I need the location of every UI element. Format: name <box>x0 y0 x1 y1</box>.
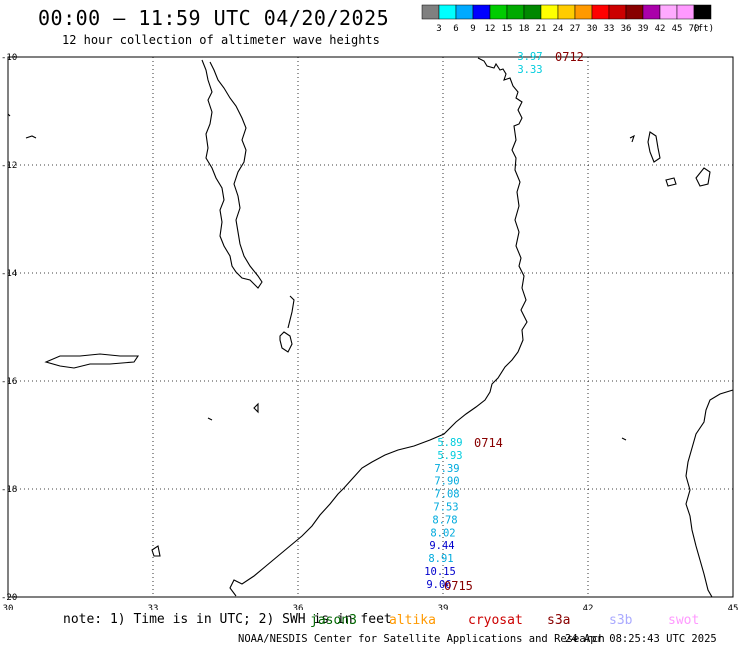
colorbar-tick-label: 9 <box>470 24 475 34</box>
wave-height-value: 3.97 <box>517 51 542 63</box>
wave-height-value: 8.91 <box>428 553 453 565</box>
lat-tick-label: -20 <box>1 593 17 603</box>
colorbar-tick-label: 12 <box>485 24 496 34</box>
track-time-label: 0715 <box>444 579 473 593</box>
lon-tick-label: 36 <box>293 604 304 610</box>
colorbar-tick-label: 18 <box>519 24 530 34</box>
lat-tick-label: -18 <box>1 485 17 495</box>
colorbar-tick-label: 21 <box>536 24 547 34</box>
lon-tick-label: 39 <box>438 604 449 610</box>
wave-height-value: 9.44 <box>429 540 454 552</box>
lon-tick-label: 33 <box>148 604 159 610</box>
lake-bangweulu <box>44 353 140 369</box>
coastlines <box>7 57 734 598</box>
lon-tick-label: 42 <box>583 604 594 610</box>
colorbar-tick-label: 70 <box>689 24 700 34</box>
wave-height-value: 8.02 <box>430 527 455 539</box>
map-frame <box>7 56 734 598</box>
track-time-label: 0714 <box>474 436 503 450</box>
satellite-legend-item: altika <box>389 613 436 628</box>
footer-credit: NOAA/NESDIS Center for Satellite Applica… <box>238 633 605 645</box>
wave-height-value: 7.39 <box>434 463 459 475</box>
small-lake-west <box>7 113 37 139</box>
comoros-mayotte <box>629 134 635 143</box>
lat-tick-label: -16 <box>1 377 17 387</box>
satellite-legend-item: cryosat <box>468 613 523 628</box>
satellite-legend-item: s3b <box>609 613 633 628</box>
colorbar-tick-label: 3 <box>436 24 441 34</box>
small-island-channel <box>621 437 627 441</box>
wave-height-value: 7.08 <box>434 489 459 501</box>
colorbar-swatch <box>693 4 712 20</box>
wave-height-map: 3.973.33 0712 5.895.937.397.907.087.538.78… <box>1 50 738 610</box>
comoros-grande <box>647 131 661 163</box>
map-subtitle: 12 hour collection of altimeter wave hei… <box>62 33 380 47</box>
lon-tick-label: 45 <box>728 604 739 610</box>
wave-height-value: 5.89 <box>437 437 462 449</box>
wave-height-value: 5.93 <box>437 450 462 462</box>
axis-labels: 30 33 36 39 42 45 -10 -12 -14 -16 -18 -20 <box>1 53 738 610</box>
footer-note: note: 1) Time is in UTC; 2) SWH is in fe… <box>63 612 392 627</box>
map-title: 00:00 – 11:59 UTC 04/20/2025 <box>38 6 390 30</box>
comoros-moheli <box>665 177 677 187</box>
colorbar-unit: (ft) <box>692 24 714 34</box>
wave-height-value: 9.06 <box>426 579 451 591</box>
satellite-legend-item: s3a <box>547 613 570 628</box>
colorbar-tick-label: 45 <box>672 24 683 34</box>
wave-height-value: 7.53 <box>433 502 458 514</box>
colorbar-tick-label: 30 <box>587 24 598 34</box>
satellite-legend-item: swot <box>668 613 699 628</box>
colorbar-tick-label: 24 <box>553 24 564 34</box>
note-text: note: 1) Time is in UTC; 2) SWH is in fe… <box>63 612 392 627</box>
lat-tick-label: -10 <box>1 53 17 63</box>
satellite-legend-item: jason3 <box>310 613 357 628</box>
colorbar-tick-label: 33 <box>604 24 615 34</box>
comoros-anjouan <box>695 167 711 187</box>
footer-timestamp: 24 Apr 08:25:43 UTC 2025 <box>565 633 717 645</box>
wave-height-value: 7.90 <box>434 476 459 488</box>
track-time-label: 0712 <box>555 50 584 64</box>
colorbar-tick-label: 39 <box>638 24 649 34</box>
lat-tick-label: -14 <box>1 269 17 279</box>
colorbar-legend: 3 6 9 12 15 18 21 24 27 30 33 36 39 42 45 70(ft) <box>421 4 714 34</box>
lake-malawi <box>201 59 263 289</box>
lon-tick-label: 30 <box>3 604 14 610</box>
wave-height-value: 8.78 <box>432 514 457 526</box>
colorbar-tick-label: 15 <box>502 24 513 34</box>
colorbar-tick-label: 42 <box>655 24 666 34</box>
colorbar-tick-label: 6 <box>453 24 458 34</box>
lake-malawi-south <box>279 295 295 353</box>
colorbar-tick-label: 36 <box>621 24 632 34</box>
graticule <box>7 56 734 598</box>
small-lake-mozambique <box>151 402 259 557</box>
colorbar-tick-label: 27 <box>570 24 581 34</box>
coastline-mainland <box>229 57 528 597</box>
satellite-legend: jason3 altika cryosat s3a s3b swot <box>310 613 699 628</box>
altimeter-tracks: 3.973.33 0712 5.895.937.397.907.087.538.78… <box>424 50 584 593</box>
lat-tick-label: -12 <box>1 161 17 171</box>
wave-height-value: 10.15 <box>424 566 456 578</box>
wave-height-value: 3.33 <box>517 64 542 76</box>
coastline-madagascar <box>685 389 734 598</box>
